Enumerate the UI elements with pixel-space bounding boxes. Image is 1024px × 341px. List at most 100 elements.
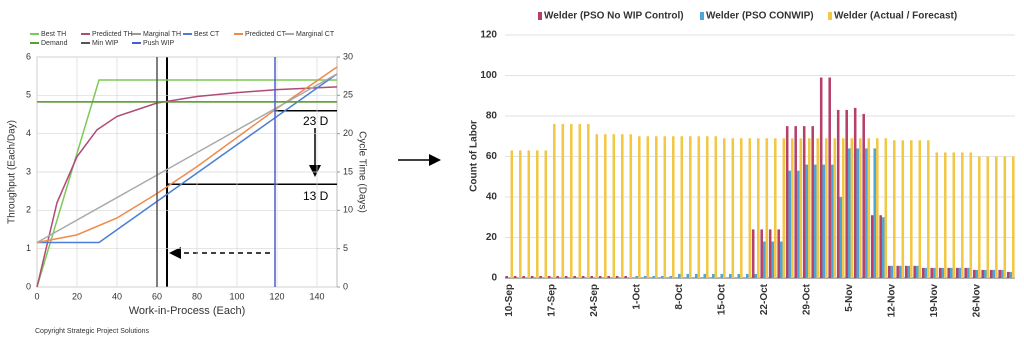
bar [842, 138, 845, 278]
bar [779, 241, 783, 278]
bar [697, 136, 701, 278]
bar [672, 136, 675, 278]
bar [760, 229, 763, 278]
bar [901, 140, 905, 278]
bar [570, 124, 573, 278]
bar [896, 265, 899, 278]
bar [799, 138, 803, 278]
bar [836, 109, 840, 278]
legend-swatch [538, 12, 542, 20]
bar [808, 138, 811, 278]
bar [677, 273, 681, 278]
bar [958, 267, 962, 278]
y2-tick-label: 25 [343, 90, 353, 100]
bar [927, 140, 930, 278]
bar [748, 138, 752, 278]
bar [607, 275, 610, 278]
bar [839, 197, 843, 278]
bar [796, 170, 800, 278]
x-tick-label: 19-Nov [929, 284, 940, 318]
bar [740, 138, 743, 278]
x-tick-label: 80 [192, 291, 202, 301]
bar [952, 152, 956, 278]
bar [527, 150, 531, 278]
bar [879, 215, 882, 278]
bar [629, 134, 633, 278]
bar [663, 136, 667, 278]
legend-swatch [828, 12, 832, 20]
annotation: 23 D [303, 114, 329, 128]
bar [745, 273, 749, 278]
bar [847, 148, 851, 278]
legend-label: Demand [41, 40, 68, 47]
bar [1000, 269, 1004, 278]
bar [947, 267, 950, 278]
x-tick-label: 140 [309, 291, 324, 301]
bar [714, 136, 718, 278]
legend-label: Marginal TH [143, 31, 181, 38]
bar [913, 265, 916, 278]
bar [972, 269, 976, 278]
bar [612, 134, 616, 278]
bar [686, 273, 690, 278]
x-tick-label: 40 [112, 291, 122, 301]
series-line [37, 73, 338, 244]
y2-tick-label: 0 [343, 281, 348, 291]
bar [983, 269, 987, 278]
bar [944, 152, 947, 278]
bar [989, 269, 993, 278]
y-tick-label: 0 [491, 273, 497, 284]
legend-label: Min WIP [92, 40, 119, 47]
y2-tick-label: 20 [343, 128, 353, 138]
y2-axis-title: Cycle Time (Days) [356, 131, 367, 213]
bar [955, 267, 959, 278]
bar [706, 136, 709, 278]
bar [887, 265, 891, 278]
bar [816, 138, 820, 278]
bar [949, 267, 953, 278]
y2-tick-label: 15 [343, 166, 353, 176]
bar [890, 265, 894, 278]
bar [830, 164, 834, 278]
bar [935, 152, 939, 278]
series-line [36, 86, 338, 288]
bar [791, 138, 794, 278]
y-tick-label: 4 [26, 128, 31, 138]
bar [553, 124, 556, 278]
bar [981, 269, 984, 278]
bar [805, 164, 809, 278]
bar [694, 273, 698, 278]
bar [635, 275, 639, 278]
bar [975, 269, 979, 278]
bar [646, 136, 650, 278]
y-tick-label: 3 [26, 166, 31, 176]
bar [598, 275, 602, 278]
bar [777, 229, 780, 278]
x-tick-label: 12-Nov [886, 284, 897, 318]
bar [782, 138, 786, 278]
bar [536, 150, 539, 278]
legend-label: Predicted CT [245, 31, 287, 38]
bar [711, 273, 715, 278]
bar [995, 156, 998, 278]
bar [624, 275, 627, 278]
bar [969, 152, 973, 278]
bar [992, 269, 996, 278]
legend-label: Marginal CT [296, 31, 335, 38]
bar [513, 275, 517, 278]
bar [898, 265, 902, 278]
bar [737, 273, 741, 278]
y-axis-title: Throughput (Each/Day) [7, 120, 18, 224]
bar [1006, 271, 1010, 278]
annotation: 13 D [303, 189, 329, 203]
bar [621, 134, 624, 278]
bar [873, 148, 877, 278]
bar [544, 150, 548, 278]
bar [578, 124, 582, 278]
bar [893, 140, 896, 278]
bar [655, 136, 658, 278]
x-tick-label: 26-Nov [971, 284, 982, 318]
y-tick-label: 6 [26, 51, 31, 61]
bar [564, 275, 568, 278]
bar [862, 113, 865, 278]
